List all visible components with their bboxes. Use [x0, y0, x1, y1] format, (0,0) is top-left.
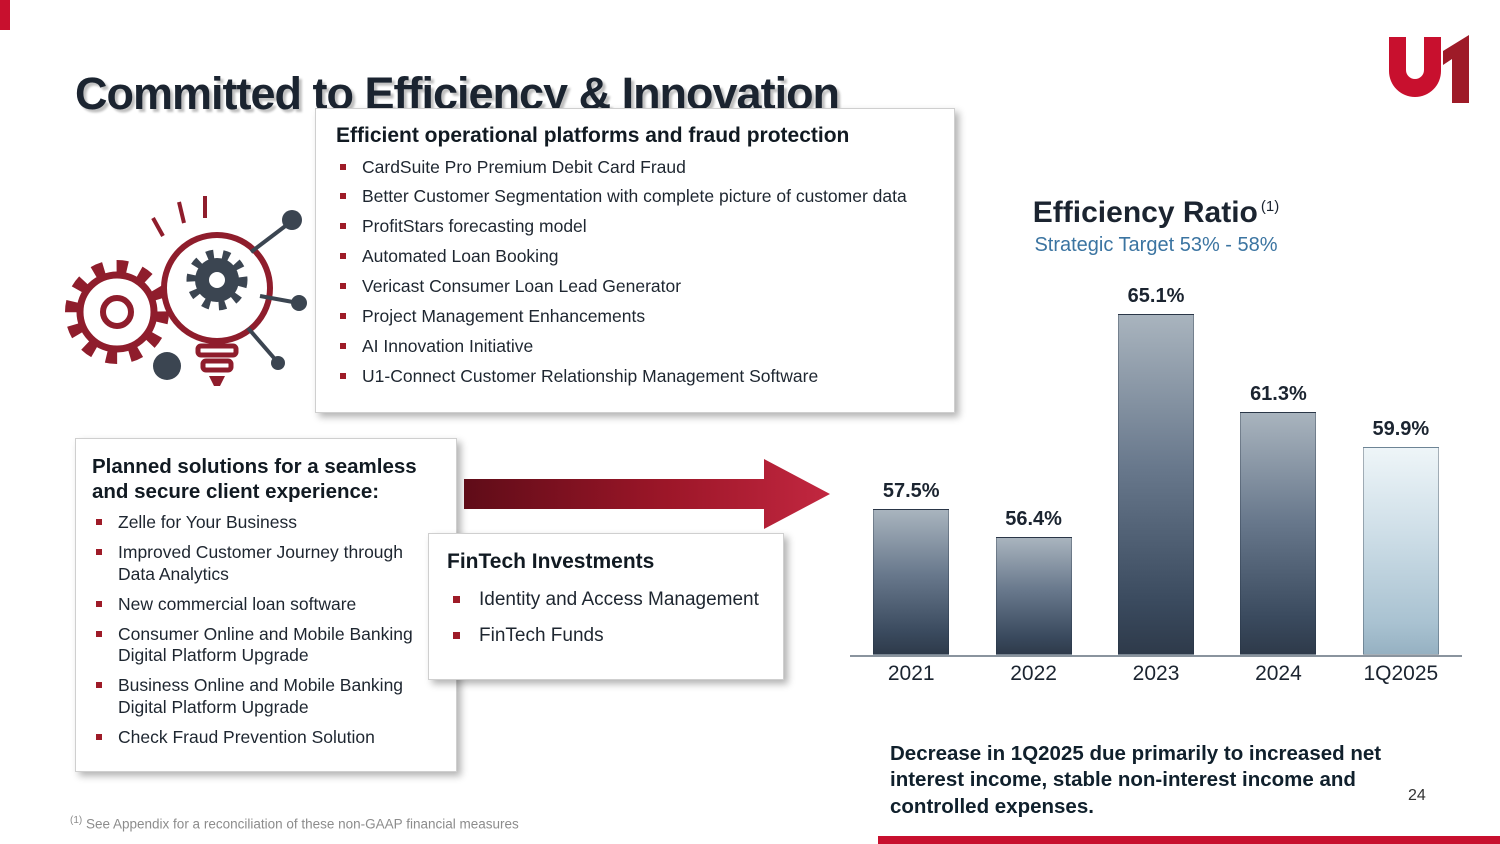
- planned-list: Zelle for Your Business Improved Customer…: [92, 512, 440, 749]
- chart-x-axis-labels: 2021 2022 2023 2024 1Q2025: [850, 662, 1462, 686]
- bar-value-label: 65.1%: [1127, 285, 1185, 307]
- list-item: FinTech Funds: [447, 624, 765, 648]
- list-item: Zelle for Your Business: [92, 512, 440, 534]
- bar-column: 61.3%: [1217, 268, 1339, 655]
- list-item: Improved Customer Journey through Data A…: [92, 542, 440, 586]
- page-number: 24: [1408, 787, 1426, 804]
- x-axis-label: 2022: [1010, 662, 1057, 685]
- x-axis-label: 2024: [1255, 662, 1302, 685]
- operational-heading: Efficient operational platforms and frau…: [336, 124, 850, 147]
- list-item: Vericast Consumer Loan Lead Generator: [336, 276, 934, 298]
- list-item: Consumer Online and Mobile Banking Digit…: [92, 624, 440, 668]
- bottom-red-bar: [878, 836, 1500, 844]
- list-item: Project Management Enhancements: [336, 306, 934, 328]
- list-item: Automated Loan Booking: [336, 246, 934, 268]
- bar-value-label: 57.5%: [882, 480, 940, 502]
- fintech-investments-box: FinTech Investments Identity and Access …: [428, 533, 784, 681]
- efficiency-ratio-bar-chart: 57.5% 56.4% 65.1% 61.3% 59.9%: [850, 268, 1462, 657]
- bar-value-label: 61.3%: [1250, 383, 1307, 405]
- list-item: AI Innovation Initiative: [336, 336, 934, 358]
- bar-value-label: 59.9%: [1372, 418, 1430, 440]
- chart-header: Efficiency Ratio (1) Strategic Target 53%…: [850, 196, 1462, 257]
- footnote: (1) See Appendix for a reconciliation of…: [70, 815, 519, 832]
- chart-title: Efficiency Ratio (1): [850, 196, 1462, 230]
- bar: [873, 509, 950, 655]
- x-axis-label: 1Q2025: [1363, 662, 1439, 685]
- list-item: New commercial loan software: [92, 594, 440, 616]
- bar: [1362, 447, 1439, 655]
- footnote-marker: (1): [70, 814, 83, 826]
- planned-heading: Planned solutions for a seamless and sec…: [92, 455, 417, 503]
- list-item: Better Customer Segmentation with comple…: [336, 186, 934, 208]
- planned-solutions-box: Planned solutions for a seamless and sec…: [75, 438, 457, 772]
- bar: [995, 537, 1072, 655]
- footnote-text: See Appendix for a reconciliation of the…: [82, 816, 519, 831]
- chart-title-text: Efficiency Ratio: [1032, 196, 1258, 229]
- chart-title-footnote-marker: (1): [1260, 198, 1280, 215]
- list-item: Identity and Access Management: [447, 588, 765, 612]
- right-arrow-icon: [464, 459, 830, 529]
- x-axis-label: 2021: [887, 662, 935, 685]
- bar: [1240, 412, 1317, 655]
- x-axis-label: 2023: [1132, 662, 1180, 685]
- chart-commentary: Decrease in 1Q2025 due primarily to incr…: [890, 741, 1382, 818]
- top-left-red-accent: [0, 0, 10, 30]
- chart-subtitle: Strategic Target 53% - 58%: [1034, 234, 1278, 256]
- operational-platforms-box: Efficient operational platforms and frau…: [315, 108, 955, 413]
- list-item: Check Fraud Prevention Solution: [92, 727, 440, 749]
- fintech-list: Identity and Access Management FinTech Fu…: [447, 588, 765, 649]
- list-item: U1-Connect Customer Relationship Managem…: [336, 366, 934, 388]
- list-item: Business Online and Mobile Banking Digit…: [92, 675, 440, 719]
- bar-column: 56.4%: [972, 268, 1094, 655]
- bar: [1118, 314, 1195, 655]
- bar-column: 65.1%: [1095, 268, 1217, 655]
- operational-list: CardSuite Pro Premium Debit Card Fraud Be…: [336, 157, 934, 388]
- list-item: ProfitStars forecasting model: [336, 216, 934, 238]
- bar-value-label: 56.4%: [1005, 508, 1062, 530]
- bar-column: 57.5%: [850, 268, 972, 655]
- u1-logo-icon: [1389, 35, 1469, 103]
- list-item: CardSuite Pro Premium Debit Card Fraud: [336, 157, 934, 179]
- innovation-gears-lightbulb-icon: [65, 196, 307, 386]
- bar-column: 59.9%: [1340, 268, 1462, 655]
- fintech-heading: FinTech Investments: [447, 550, 655, 573]
